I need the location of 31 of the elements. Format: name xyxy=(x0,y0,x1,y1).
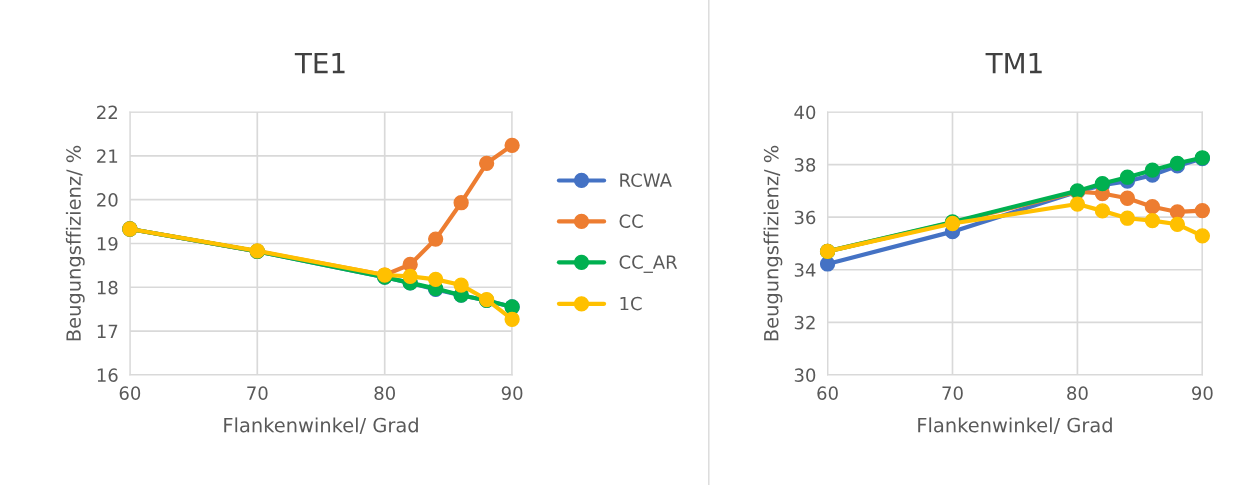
chart-title: TM1 xyxy=(985,52,1042,74)
x-tick-label: 70 xyxy=(942,386,963,400)
y-axis-title: Beugungsffizienz/ % xyxy=(65,145,85,341)
y-tick-label: 36 xyxy=(794,210,816,225)
y-tick-label: 16 xyxy=(97,368,118,383)
y-tick-label: 38 xyxy=(794,158,816,172)
y-tick-label: 30 xyxy=(794,368,816,383)
y-axis-title: Beugungsffizienz/ % xyxy=(763,145,783,341)
x-tick-label: 80 xyxy=(1067,386,1088,400)
x-tick-label: 90 xyxy=(501,386,523,400)
chart-title: TE1 xyxy=(294,52,345,74)
x-axis-title: Flankenwinkel/ Grad xyxy=(918,417,1112,434)
y-tick-label: 34 xyxy=(794,263,816,277)
x-tick-label: 80 xyxy=(374,386,395,400)
y-tick-label: 22 xyxy=(97,105,117,119)
x-axis-title: Flankenwinkel/ Grad xyxy=(224,417,418,434)
y-tick-label: 20 xyxy=(97,193,118,207)
x-tick-label: 90 xyxy=(1192,386,1213,400)
x-tick-label: 60 xyxy=(817,386,838,400)
y-tick-label: 21 xyxy=(97,149,118,163)
y-tick-label: 17 xyxy=(97,324,118,338)
y-tick-label: 40 xyxy=(794,105,816,120)
y-tick-label: 19 xyxy=(97,236,118,251)
legend-label: CC_AR xyxy=(619,255,678,273)
legend-label: 1C xyxy=(620,296,642,311)
y-tick-label: 32 xyxy=(794,315,815,330)
legend-label: RCWA xyxy=(620,173,672,188)
y-tick-label: 18 xyxy=(97,280,118,295)
x-tick-label: 60 xyxy=(119,386,141,400)
x-tick-label: 70 xyxy=(247,386,268,400)
legend-label: CC xyxy=(619,214,643,228)
